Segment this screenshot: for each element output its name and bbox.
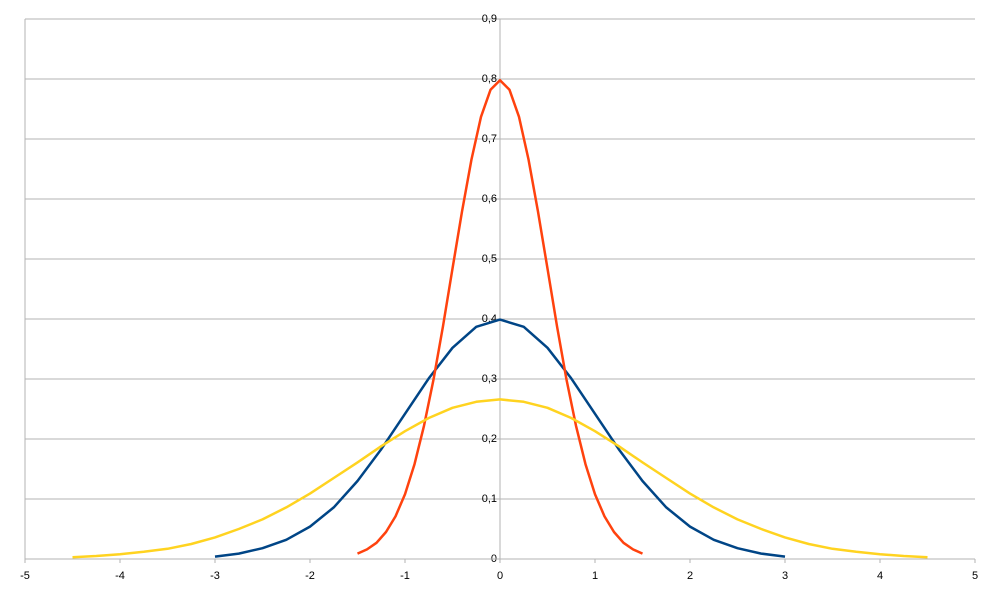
line-series bbox=[356, 78, 644, 555]
line-series bbox=[214, 318, 786, 558]
x-tick-label: 5 bbox=[972, 570, 978, 582]
x-tick-label: 1 bbox=[592, 570, 598, 582]
x-tick-label: -2 bbox=[305, 570, 315, 582]
x-tick-label: -5 bbox=[20, 570, 30, 582]
x-tick-label: 4 bbox=[877, 570, 883, 582]
x-tick-label: 0 bbox=[497, 570, 503, 582]
y-tick-label: 0,6 bbox=[482, 193, 497, 205]
x-tick-label: 2 bbox=[687, 570, 693, 582]
y-tick-label: 0,9 bbox=[482, 13, 497, 25]
y-tick-label: 0,1 bbox=[482, 493, 497, 505]
y-tick-label: 0,3 bbox=[482, 373, 497, 385]
x-tick-label: 3 bbox=[782, 570, 788, 582]
x-tick-label: -1 bbox=[400, 570, 410, 582]
y-tick-label: 0,5 bbox=[482, 253, 497, 265]
line-series bbox=[72, 398, 928, 559]
y-tick-label: 0,7 bbox=[482, 133, 497, 145]
x-tick-label: -4 bbox=[115, 570, 125, 582]
y-tick-label: 0,2 bbox=[482, 433, 497, 445]
y-tick-label: 0,8 bbox=[482, 73, 497, 85]
x-tick-label: -3 bbox=[210, 570, 220, 582]
